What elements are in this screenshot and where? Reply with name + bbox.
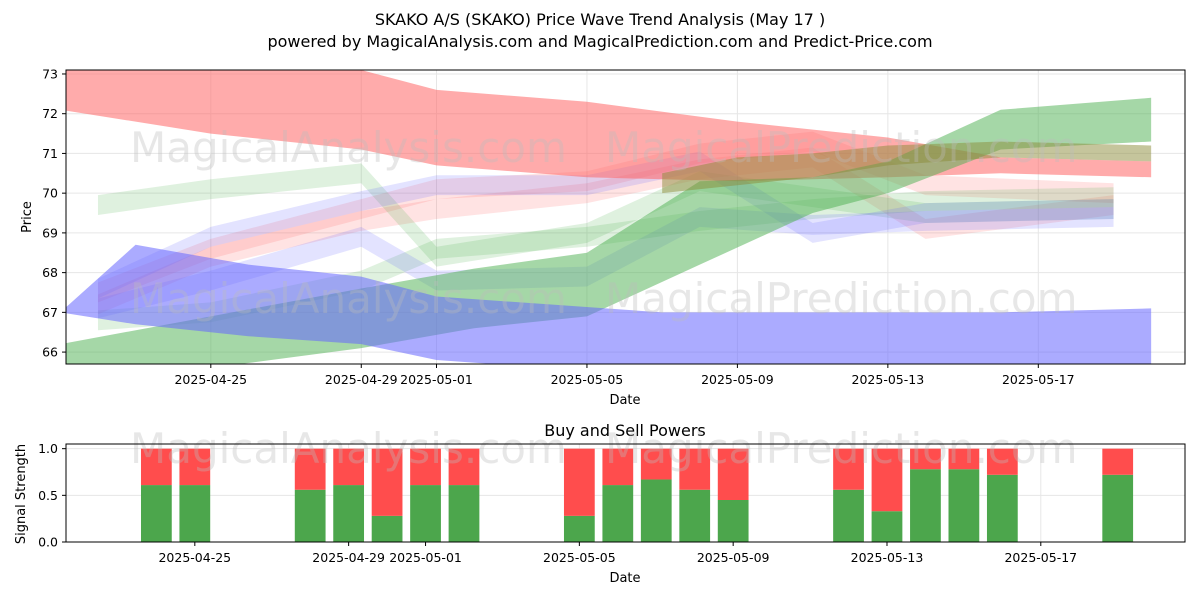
price-y-tick-label: 72: [42, 106, 58, 121]
sell-bar: [717, 448, 749, 500]
signal-x-tick-label: 2025-05-17: [1004, 550, 1077, 565]
watermark-bottom-right: MagicalPrediction.com: [605, 424, 1078, 473]
signal-x-tick-label: 2025-05-05: [543, 550, 616, 565]
buy-bar: [140, 485, 172, 542]
sell-bar: [333, 448, 365, 486]
buy-bar: [371, 515, 403, 542]
watermark-mid-right: MagicalPrediction.com: [605, 274, 1078, 323]
sell-bar: [948, 448, 980, 470]
sell-bar: [371, 448, 403, 516]
signal-x-ticks: 2025-04-25 2025-04-29 2025-05-01 2025-05-05…: [158, 542, 1077, 565]
sell-bar: [640, 448, 672, 480]
watermark-mid-left: MagicalAnalysis.com: [130, 274, 567, 323]
sell-bar: [179, 448, 211, 486]
signal-x-tick-label: 2025-04-25: [158, 550, 231, 565]
chart-subtitle: powered by MagicalAnalysis.com and Magic…: [267, 32, 932, 51]
buy-bar: [910, 469, 941, 542]
signal-x-axis-label: Date: [609, 571, 640, 586]
sell-bar: [602, 448, 634, 486]
price-x-tick-label: 2025-05-09: [701, 372, 774, 387]
sell-bar: [140, 448, 172, 486]
buy-bar: [294, 489, 326, 542]
chart-title: SKAKO A/S (SKAKO) Price Wave Trend Analy…: [375, 10, 825, 29]
price-thin-band: [97, 151, 1114, 299]
buy-bar: [833, 489, 864, 542]
price-x-tick-label: 2025-05-13: [852, 372, 925, 387]
buy-bar: [563, 515, 595, 542]
price-y-tick-label: 68: [42, 265, 58, 280]
signal-watermarks: MagicalAnalysis.com MagicalPrediction.co…: [130, 424, 1078, 473]
buy-bar: [640, 479, 672, 542]
buy-bar: [1102, 474, 1134, 542]
price-y-tick-label: 73: [42, 66, 58, 81]
buy-bar: [986, 474, 1018, 542]
price-y-tick-label: 66: [42, 345, 58, 360]
sell-bar: [871, 448, 903, 512]
buy-bar: [333, 485, 365, 542]
price-x-ticks: 2025-04-25 2025-04-29 2025-05-01 2025-05-05…: [174, 364, 1075, 387]
sell-bar: [563, 448, 595, 516]
price-x-tick-label: 2025-05-01: [400, 372, 473, 387]
signal-y-tick-label: 0.0: [38, 535, 58, 550]
buy-bar: [679, 489, 711, 542]
buy-bar: [410, 485, 441, 542]
price-plot-border: [65, 69, 1186, 365]
sell-bar: [833, 448, 864, 490]
watermark-top-left: MagicalAnalysis.com: [130, 123, 567, 172]
signal-y-ticks: 0.0 0.5 1.0: [38, 441, 66, 550]
buy-bar: [179, 485, 211, 542]
watermark-bottom-left: MagicalAnalysis.com: [130, 424, 567, 473]
sell-bar: [679, 448, 711, 490]
buy-bar: [602, 485, 634, 542]
buy-bar: [871, 511, 903, 542]
signal-x-tick-label: 2025-05-13: [851, 550, 924, 565]
price-bands: [66, 70, 1152, 364]
sell-bar: [294, 448, 326, 490]
price-y-tick-label: 71: [42, 146, 58, 161]
buy-bar: [948, 469, 980, 542]
sell-bar: [410, 448, 441, 486]
sell-bar: [986, 448, 1018, 475]
signal-chart-panel: Buy and Sell Powers MagicalAnalysis.com …: [14, 421, 1186, 586]
price-x-tick-label: 2025-04-25: [174, 372, 247, 387]
sell-bar: [1102, 448, 1134, 475]
price-y-tick-label: 67: [42, 305, 58, 320]
price-y-ticks: 66 67 68 69 70 71 72 73: [42, 66, 66, 360]
price-x-axis-label: Date: [609, 393, 640, 408]
price-chart-panel: MagicalAnalysis.com MagicalPrediction.co…: [20, 66, 1186, 408]
price-watermarks: MagicalAnalysis.com MagicalPrediction.co…: [130, 123, 1078, 323]
watermark-top-right: MagicalPrediction.com: [605, 123, 1078, 172]
signal-x-tick-label: 2025-05-09: [697, 550, 770, 565]
price-thin-band: [97, 131, 1114, 303]
price-thin-band: [97, 163, 1114, 267]
price-band-olive: [662, 141, 1152, 194]
signal-plot-border: [65, 443, 1186, 543]
price-y-tick-label: 69: [42, 225, 58, 240]
price-x-tick-label: 2025-05-05: [551, 372, 624, 387]
buy-bar: [717, 500, 749, 542]
signal-chart-title: Buy and Sell Powers: [544, 421, 706, 440]
buy-bar: [448, 485, 480, 542]
sell-bar: [910, 448, 941, 470]
signal-x-tick-label: 2025-05-01: [389, 550, 462, 565]
price-x-tick-label: 2025-04-29: [325, 372, 398, 387]
signal-y-axis-label: Signal Strength: [14, 444, 29, 544]
price-y-axis-label: Price: [20, 201, 35, 233]
signal-y-tick-label: 0.5: [38, 488, 58, 503]
signal-y-tick-label: 1.0: [38, 441, 58, 456]
price-x-tick-label: 2025-05-17: [1002, 372, 1075, 387]
price-band-blue: [66, 244, 1152, 364]
signal-bars: [140, 448, 1134, 542]
signal-x-tick-label: 2025-04-29: [312, 550, 385, 565]
sell-bar: [448, 448, 480, 486]
price-y-tick-label: 70: [42, 186, 58, 201]
